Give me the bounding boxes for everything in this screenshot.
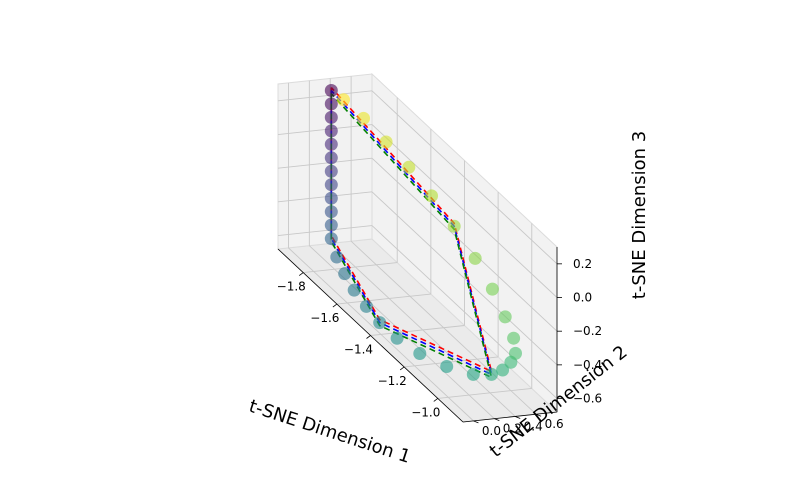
scatter-point	[447, 219, 461, 233]
scatter-point	[324, 205, 338, 219]
x-gridline	[437, 387, 532, 399]
x-tick-mark	[433, 398, 439, 402]
scatter-point	[466, 367, 480, 381]
scatter-point	[324, 84, 338, 97]
scatter-point	[324, 164, 338, 178]
y-gridline	[329, 243, 516, 417]
z-gridline	[371, 191, 558, 366]
scatter-point	[496, 363, 510, 377]
scatter-point	[402, 160, 416, 174]
scatter-point	[373, 316, 387, 330]
x-tick-mark	[298, 272, 304, 276]
x-tick-label: −1.4	[344, 343, 373, 357]
scatter-point	[337, 93, 350, 107]
scatter-point	[379, 135, 393, 149]
z-tick-label: 0.0	[573, 291, 592, 305]
scatter-point	[338, 267, 352, 281]
scatter-point	[359, 299, 373, 313]
scatter-point	[509, 346, 522, 360]
y-gridline	[350, 240, 537, 415]
z-gridline	[371, 157, 558, 332]
scatter-point	[413, 347, 427, 360]
scatter-point	[498, 310, 512, 324]
scatter-point	[330, 250, 344, 264]
x-tick-label: −1.6	[310, 311, 339, 325]
scatter-point	[324, 110, 338, 124]
z-gridline	[277, 225, 373, 236]
axis-panes	[276, 72, 559, 423]
x-tick-label: −1.0	[411, 405, 440, 419]
y-gridline	[288, 247, 474, 422]
x-tick-mark	[366, 335, 371, 339]
scatter-point	[357, 111, 370, 125]
x-tick-label: −1.8	[277, 280, 306, 294]
y-tick-mark	[515, 416, 521, 419]
y-axis-line	[462, 411, 558, 423]
y-tick-label: 0.2	[503, 422, 522, 436]
scatter-point	[390, 331, 404, 345]
scatter-markers	[324, 84, 522, 381]
tick-labels: −1.8−1.6−1.4−1.2−1.00.0 0.2 0.4 0.60.20.0−0…	[277, 257, 602, 438]
x-gridline	[370, 325, 465, 336]
x-tick-mark	[399, 366, 405, 371]
scatter-point	[468, 251, 482, 265]
y-tick-mark	[494, 418, 500, 422]
x-tick-label: −1.2	[378, 374, 407, 388]
scatter-point	[324, 151, 338, 165]
scatter-point	[440, 360, 454, 373]
scatter-point	[347, 283, 361, 297]
z-gridline	[371, 90, 558, 265]
z-gridline	[277, 90, 373, 102]
scatter-point	[324, 191, 338, 205]
scatter-point	[485, 282, 499, 296]
scatter-point	[324, 97, 338, 111]
x-tick-mark	[332, 303, 338, 308]
z-tick-label: −0.2	[573, 324, 602, 338]
z-gridline	[371, 225, 558, 399]
scatter-point	[324, 137, 338, 151]
y-tick-label: 0.0	[482, 424, 501, 438]
x-axis-title: t-SNE Dimension 1	[246, 396, 413, 468]
y-tick-mark	[535, 413, 542, 417]
z-axis-title: t-SNE Dimension 3	[629, 131, 650, 299]
scatter-point	[507, 331, 521, 345]
x-gridline	[336, 293, 431, 305]
scatter-point	[324, 178, 338, 192]
z-tick-label: −0.6	[573, 392, 602, 406]
scatter-point	[485, 367, 498, 381]
y-tick-label: 0.4	[524, 419, 543, 433]
z-gridline	[277, 157, 373, 169]
z-tick-label: −0.4	[573, 358, 602, 372]
y-tick-label: 0.6	[545, 417, 564, 431]
y-tick-mark	[473, 420, 479, 424]
scatter-point	[324, 218, 338, 232]
z-gridline	[371, 124, 558, 298]
left-pane	[277, 73, 373, 250]
scatter-point	[425, 189, 438, 203]
scatter-point	[324, 124, 338, 138]
scatter-point	[324, 232, 338, 246]
z-tick-label: 0.2	[573, 257, 592, 271]
